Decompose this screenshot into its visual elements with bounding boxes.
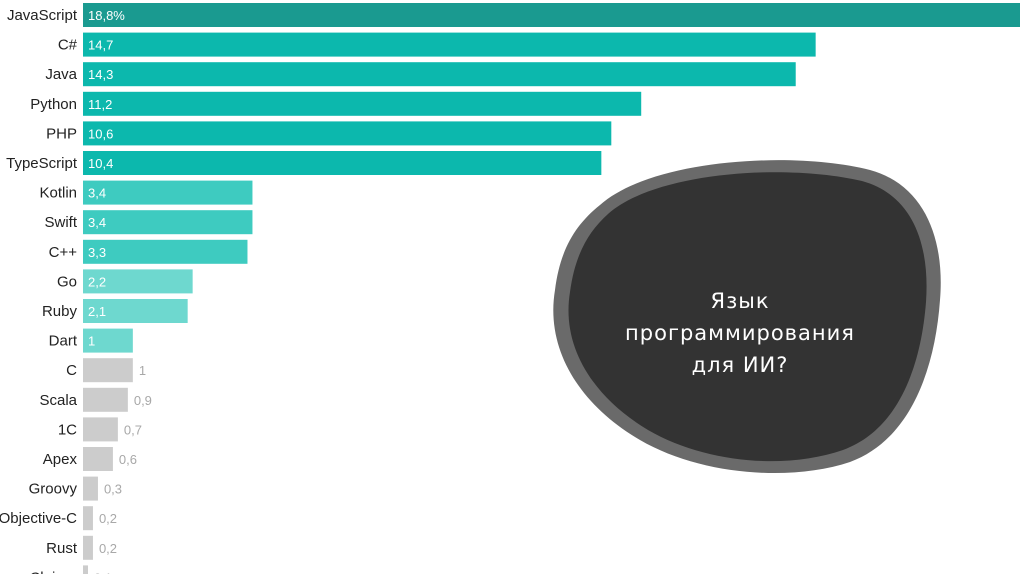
category-label: Rust <box>46 540 78 557</box>
bar <box>83 535 93 560</box>
category-label: Kotlin <box>39 185 77 202</box>
value-label: 1 <box>139 363 146 378</box>
bar <box>83 269 193 294</box>
bar-row-groovy: Groovy 0,3 <box>29 476 122 501</box>
bar-row-c: C# 14,7 <box>58 32 816 57</box>
bar <box>83 506 93 531</box>
bar-row-dart: Dart 1 <box>49 328 133 353</box>
bar-row-objective-c: Objective-C 0,2 <box>0 506 117 531</box>
bar-row-scala: Scala 0,9 <box>39 387 152 412</box>
value-label: 0,7 <box>124 422 142 437</box>
category-label: Java <box>45 66 77 83</box>
bar <box>83 62 796 87</box>
category-label: TypeScript <box>6 155 78 172</box>
value-label: 0,2 <box>99 541 117 556</box>
value-label: 11,2 <box>88 97 112 112</box>
bar <box>83 180 253 205</box>
bar <box>83 417 118 442</box>
category-label: Scala <box>39 392 77 409</box>
value-label: 10,6 <box>88 126 113 141</box>
value-label: 18,8% <box>88 8 125 23</box>
bar <box>83 239 248 264</box>
value-label: 0,3 <box>104 482 122 497</box>
value-label: 0,1 <box>94 570 112 574</box>
callout-line-3: для ИИ? <box>692 353 789 377</box>
bar <box>83 151 602 175</box>
bar-row-kotlin: Kotlin 3,4 <box>39 180 253 205</box>
category-label: Dart <box>49 333 78 350</box>
category-label: Clojure <box>29 569 77 574</box>
bar-row-swift: Swift 3,4 <box>44 210 253 235</box>
bar-row-1c: 1C 0,7 <box>58 417 142 442</box>
bar-row-python: Python 11,2 <box>30 91 642 116</box>
category-label: JavaScript <box>7 7 78 24</box>
category-label: C <box>66 362 77 379</box>
value-label: 0,2 <box>99 511 117 526</box>
category-label: Objective-C <box>0 510 77 527</box>
value-label: 14,3 <box>88 67 113 82</box>
callout-line-1: Язык <box>710 289 769 313</box>
bar-row-apex: Apex 0,6 <box>43 447 137 471</box>
bar-row-ruby: Ruby 2,1 <box>42 299 188 323</box>
bar <box>83 3 1020 27</box>
category-label: Groovy <box>29 481 78 498</box>
category-label: Apex <box>43 451 78 468</box>
value-label: 3,4 <box>88 215 106 230</box>
bar <box>83 32 816 57</box>
value-label: 0,9 <box>134 393 152 408</box>
bar-row-clojure: Clojure 0,1 <box>29 565 112 574</box>
question-callout: Язык программирования для ИИ? <box>553 160 941 474</box>
value-label: 10,4 <box>88 156 113 171</box>
value-label: 2,1 <box>88 304 106 319</box>
bar <box>83 210 253 235</box>
category-label: Go <box>57 273 77 290</box>
bar-row-rust: Rust 0,2 <box>46 535 117 560</box>
bar <box>83 91 642 116</box>
category-label: Swift <box>44 214 77 231</box>
category-label: 1C <box>58 421 77 438</box>
bar <box>83 121 612 146</box>
callout-blob <box>568 172 927 462</box>
bar-row-php: PHP 10,6 <box>46 121 612 146</box>
category-label: Ruby <box>42 303 78 320</box>
value-label: 1 <box>88 334 95 349</box>
category-label: C# <box>58 37 78 54</box>
bar-row-java: Java 14,3 <box>45 62 796 87</box>
value-label: 3,4 <box>88 186 106 201</box>
bar <box>83 476 98 501</box>
bar-row-c: C++ 3,3 <box>49 239 248 264</box>
value-label: 0,6 <box>119 452 137 467</box>
bar <box>83 328 133 353</box>
callout-line-2: программирования <box>625 321 855 345</box>
bar <box>83 565 88 574</box>
category-label: C++ <box>49 244 78 261</box>
bar <box>83 447 113 471</box>
bar-row-go: Go 2,2 <box>57 269 193 294</box>
value-label: 14,7 <box>88 38 113 53</box>
bar <box>83 387 128 412</box>
bar <box>83 358 133 383</box>
category-label: PHP <box>46 125 77 142</box>
bar-row-javascript: JavaScript 18,8% <box>7 3 1020 27</box>
category-label: Python <box>30 96 77 113</box>
bar <box>83 299 188 323</box>
value-label: 3,3 <box>88 245 106 260</box>
bar-row-typescript: TypeScript 10,4 <box>6 151 602 175</box>
value-label: 2,2 <box>88 274 106 289</box>
